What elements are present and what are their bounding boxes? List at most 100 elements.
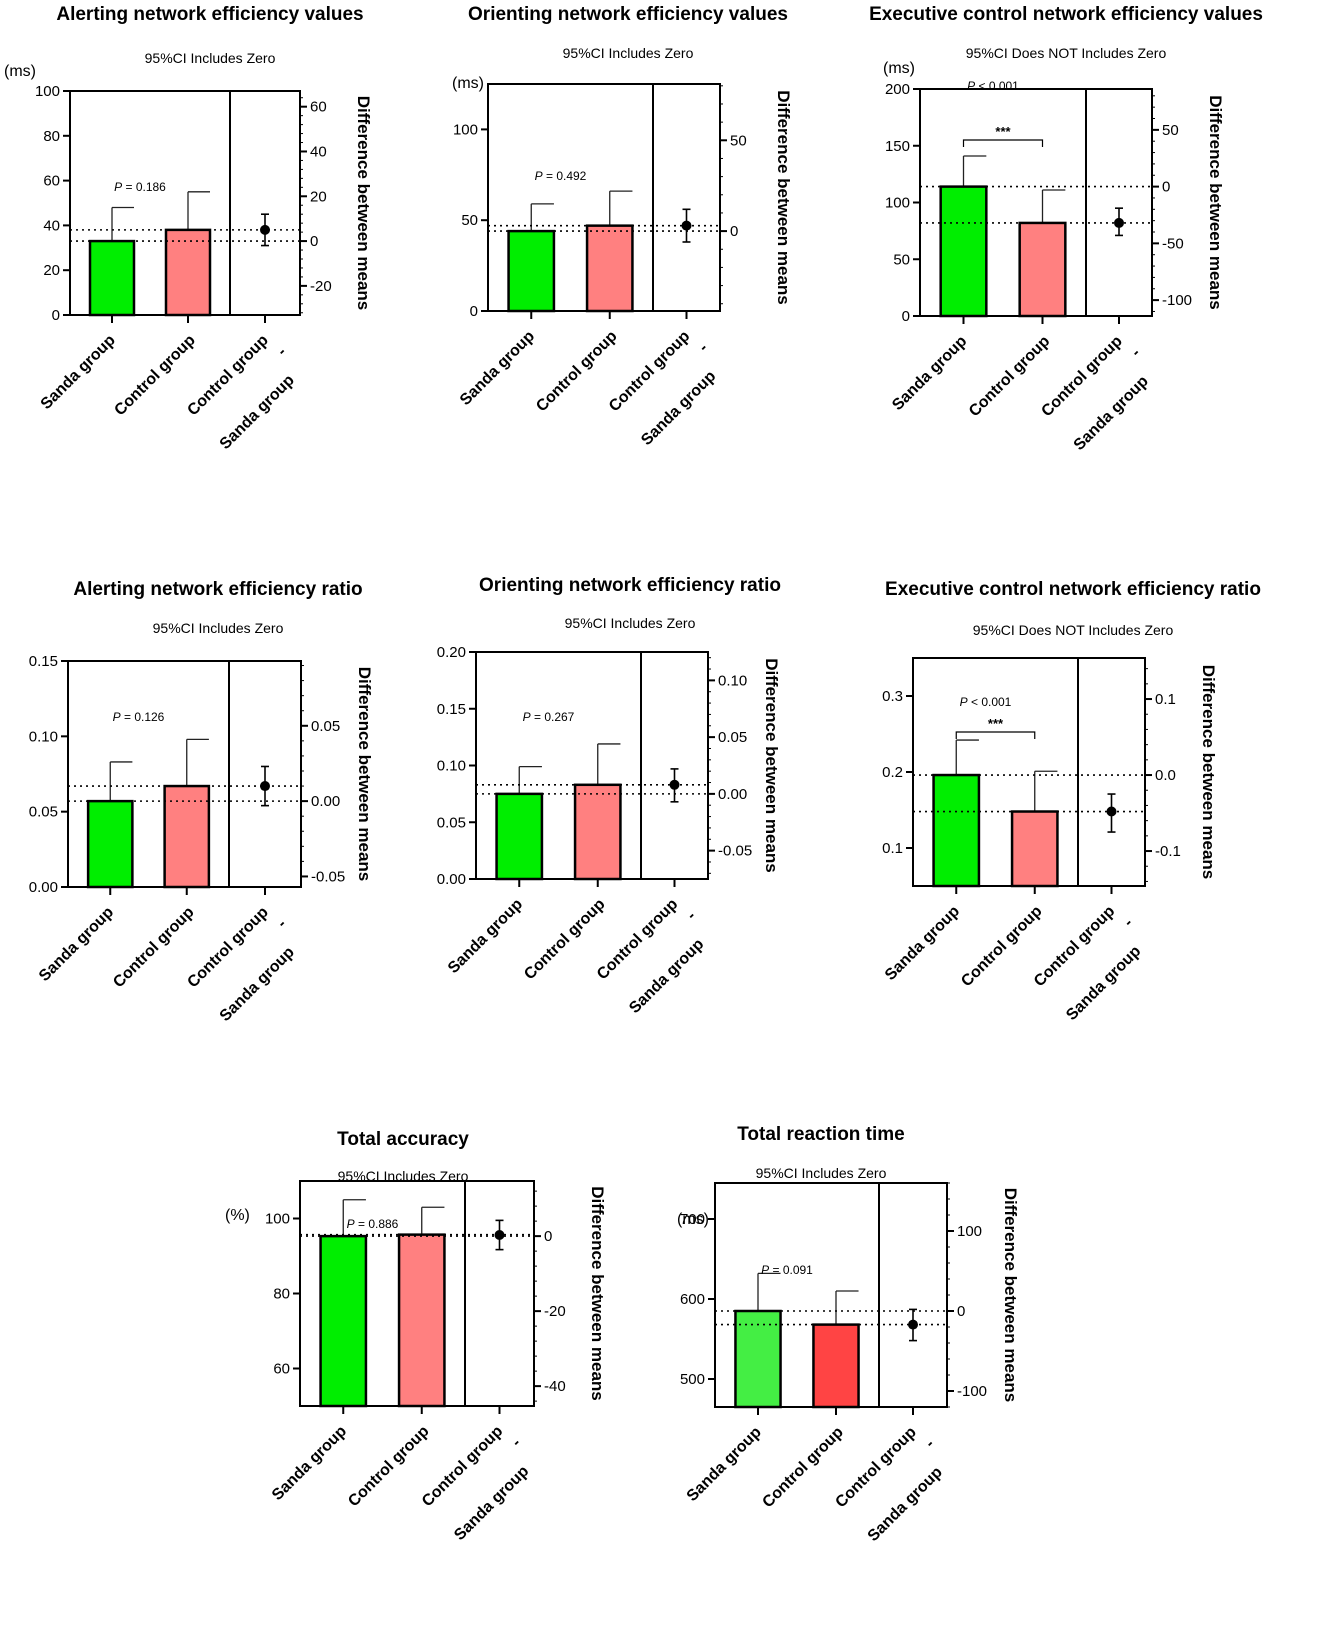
y-tick-label: 0.15 bbox=[437, 701, 466, 718]
p-value-symbol: P bbox=[523, 710, 531, 724]
chart-subtitle: 95%CI Includes Zero bbox=[565, 615, 696, 631]
right-tick-label: -20 bbox=[310, 278, 332, 295]
p-value-text: = 0.492 bbox=[543, 169, 587, 183]
right-tick-label: 50 bbox=[730, 132, 747, 149]
y-tick-label: 200 bbox=[885, 81, 910, 98]
p-value: P = 0.886 bbox=[347, 1217, 399, 1231]
bar-control bbox=[585, 224, 634, 313]
bar-control bbox=[573, 783, 622, 881]
y-tick-label: 100 bbox=[453, 121, 478, 138]
y-unit-label: (ms) bbox=[883, 60, 915, 77]
difference-point bbox=[260, 781, 270, 792]
right-axis-label: Difference between means bbox=[1206, 95, 1225, 309]
difference-point bbox=[681, 220, 692, 231]
right-tick-label: 0.1 bbox=[1155, 691, 1176, 708]
y-unit-label: (ms) bbox=[677, 1211, 709, 1228]
right-tick-label: -50 bbox=[1162, 235, 1184, 252]
bar-sanda bbox=[495, 792, 544, 881]
y-tick-label: 60 bbox=[43, 173, 60, 190]
bar-sanda bbox=[86, 799, 134, 889]
chart-panel-6: Executive control network efficiency rat… bbox=[882, 579, 1261, 1024]
y-tick-label: 0 bbox=[902, 308, 910, 325]
p-value: P = 0.091 bbox=[761, 1263, 813, 1277]
y-tick-label: 0.00 bbox=[29, 879, 58, 896]
difference-point bbox=[260, 224, 270, 235]
y-unit-label: (ms) bbox=[452, 75, 484, 92]
category-label: Sanda group bbox=[684, 1424, 765, 1505]
y-tick-label: 0.1 bbox=[882, 840, 903, 857]
bar-control bbox=[812, 1323, 860, 1409]
right-tick-label: 60 bbox=[310, 99, 327, 116]
p-value-symbol: P bbox=[113, 710, 121, 724]
chart-panel-2: Orienting network efficiency values 95%CI… bbox=[452, 4, 793, 449]
right-axis-label: Difference between means bbox=[1001, 1188, 1020, 1402]
difference-category-dash: - bbox=[684, 908, 700, 924]
difference-point bbox=[908, 1319, 918, 1330]
category-label: Sanda group bbox=[38, 332, 119, 413]
significance-stars: *** bbox=[995, 124, 1011, 139]
right-axis-label: Difference between means bbox=[588, 1186, 607, 1400]
chart-title: Orienting network efficiency values bbox=[468, 4, 788, 25]
y-tick-label: 0.05 bbox=[29, 804, 58, 821]
chart-subtitle: 95%CI Does NOT Includes Zero bbox=[966, 45, 1167, 61]
right-tick-label: 0 bbox=[544, 1228, 552, 1245]
right-tick-label: 0.00 bbox=[311, 793, 340, 810]
chart-subtitle: 95%CI Does NOT Includes Zero bbox=[973, 622, 1174, 638]
right-tick-label: -0.05 bbox=[718, 843, 752, 860]
p-value-text: = 0.886 bbox=[355, 1217, 399, 1231]
right-tick-label: 0.10 bbox=[718, 672, 747, 689]
difference-category-dash: - bbox=[509, 1435, 525, 1451]
chart-panel-1: Alerting network efficiency values 95%CI … bbox=[4, 4, 373, 453]
right-axis-label: Difference between means bbox=[1199, 665, 1218, 879]
p-value: P = 0.186 bbox=[114, 180, 166, 194]
right-tick-label: 0.0 bbox=[1155, 767, 1176, 784]
chart-panel-4: Alerting network efficiency ratio 95%CI I… bbox=[29, 579, 374, 1025]
y-tick-label: 50 bbox=[893, 251, 910, 268]
p-value-text: = 0.126 bbox=[121, 710, 165, 724]
y-tick-label: 100 bbox=[35, 83, 60, 100]
y-tick-label: 0.00 bbox=[437, 871, 466, 888]
right-tick-label: 0.05 bbox=[718, 729, 747, 746]
y-tick-label: 500 bbox=[680, 1371, 705, 1388]
y-tick-label: 80 bbox=[273, 1286, 290, 1303]
p-value-text: < 0.001 bbox=[975, 79, 1019, 93]
p-value: P < 0.001 bbox=[960, 695, 1012, 709]
right-axis-label: Difference between means bbox=[354, 96, 373, 310]
category-label: Sanda group bbox=[445, 896, 526, 977]
right-tick-label: -100 bbox=[957, 1383, 987, 1400]
p-value-symbol: P bbox=[960, 695, 968, 709]
p-value: P = 0.492 bbox=[535, 169, 587, 183]
p-value-text: = 0.186 bbox=[122, 180, 166, 194]
chart-subtitle: 95%CI Includes Zero bbox=[563, 45, 694, 61]
p-value: P = 0.126 bbox=[113, 710, 165, 724]
y-tick-label: 40 bbox=[43, 217, 60, 234]
p-value-symbol: P bbox=[535, 169, 543, 183]
significance-bracket bbox=[962, 139, 1044, 147]
p-value-text: = 0.091 bbox=[769, 1263, 813, 1277]
category-label: Sanda group bbox=[269, 1423, 350, 1504]
y-tick-label: 0.20 bbox=[437, 644, 466, 661]
chart-title: Executive control network efficiency val… bbox=[869, 4, 1263, 25]
right-tick-label: -0.05 bbox=[311, 868, 345, 885]
difference-category-dash: - bbox=[1128, 345, 1144, 361]
right-tick-label: -100 bbox=[1162, 292, 1192, 309]
difference-category-dash: - bbox=[274, 916, 290, 932]
right-tick-label: 0 bbox=[730, 223, 738, 240]
chart-title: Total reaction time bbox=[737, 1124, 905, 1145]
difference-point bbox=[1106, 806, 1117, 817]
difference-category-dash: - bbox=[922, 1436, 938, 1452]
right-tick-label: -0.1 bbox=[1155, 843, 1181, 860]
chart-subtitle: 95%CI Includes Zero bbox=[153, 620, 284, 636]
bar-sanda bbox=[939, 185, 988, 318]
chart-title: Alerting network efficiency values bbox=[56, 4, 363, 25]
difference-category-dash: - bbox=[696, 340, 712, 356]
y-tick-label: 80 bbox=[43, 128, 60, 145]
bar-control bbox=[164, 228, 212, 317]
difference-category-dash: - bbox=[274, 344, 290, 360]
y-tick-label: 150 bbox=[885, 138, 910, 155]
bar-control bbox=[1018, 221, 1067, 318]
chart-title: Executive control network efficiency rat… bbox=[885, 579, 1261, 600]
right-axis-label: Difference between means bbox=[774, 90, 793, 304]
right-tick-label: 20 bbox=[310, 188, 327, 205]
